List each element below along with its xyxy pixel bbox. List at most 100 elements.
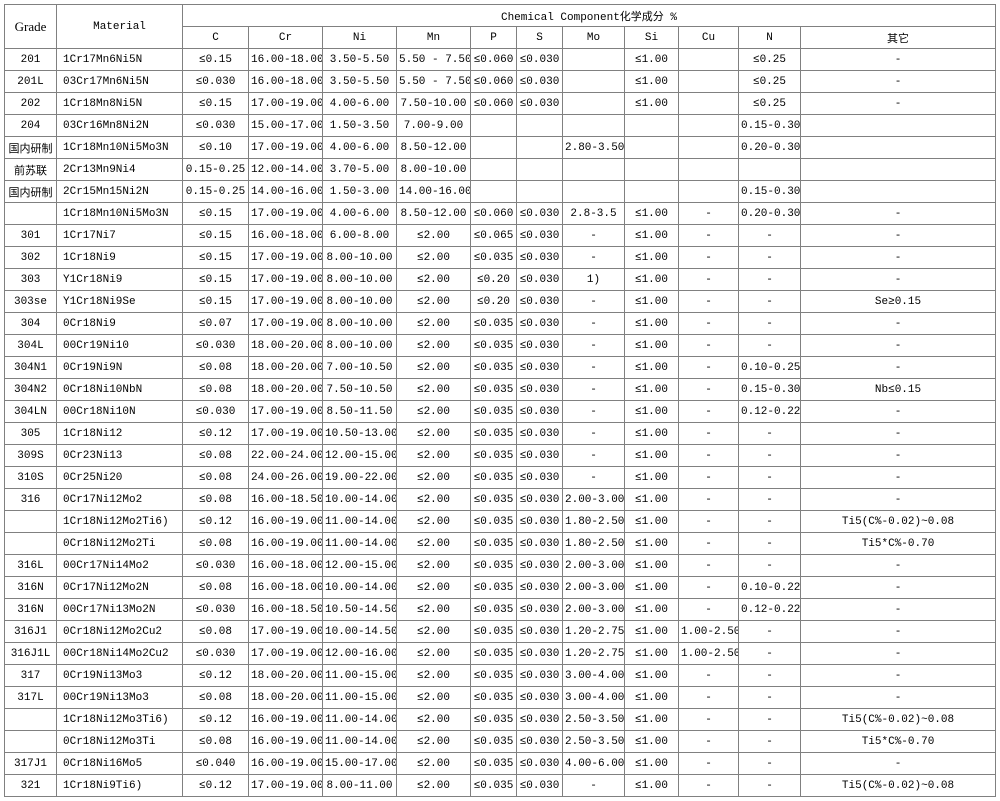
- cell-material: 0Cr18Ni16Mo5: [57, 753, 183, 775]
- cell-value: [679, 137, 739, 159]
- cell-grade: 304N2: [5, 379, 57, 401]
- cell-value: ≤2.00: [397, 731, 471, 753]
- col-c: C: [183, 27, 249, 49]
- cell-value: ≤0.030: [517, 291, 563, 313]
- cell-grade: 国内研制: [5, 181, 57, 203]
- cell-value: 3.00-4.00: [563, 687, 625, 709]
- table-row: 317J10Cr18Ni16Mo5≤0.04016.00-19.0015.00-…: [5, 753, 996, 775]
- cell-value: -: [739, 665, 801, 687]
- cell-value: ≤0.08: [183, 357, 249, 379]
- cell-value: -: [739, 335, 801, 357]
- cell-value: Ti5(C%-0.02)~0.08: [801, 709, 996, 731]
- cell-value: -: [801, 445, 996, 467]
- cell-value: ≤0.030: [517, 709, 563, 731]
- cell-value: ≤2.00: [397, 445, 471, 467]
- cell-value: ≤0.08: [183, 445, 249, 467]
- cell-value: ≤0.060: [471, 49, 517, 71]
- cell-value: ≤0.035: [471, 533, 517, 555]
- cell-value: 18.00-20.00: [249, 665, 323, 687]
- cell-value: ≤0.08: [183, 687, 249, 709]
- cell-grade: [5, 533, 57, 555]
- cell-value: ≤0.08: [183, 577, 249, 599]
- cell-value: ≤2.00: [397, 291, 471, 313]
- cell-value: -: [801, 335, 996, 357]
- cell-value: 16.00-18.00: [249, 577, 323, 599]
- cell-value: ≤1.00: [625, 313, 679, 335]
- cell-material: 1Cr17Ni7: [57, 225, 183, 247]
- cell-value: ≤1.00: [625, 379, 679, 401]
- table-row: 3021Cr18Ni9≤0.1517.00-19.008.00-10.00≤2.…: [5, 247, 996, 269]
- cell-material: 1Cr17Mn6Ni5N: [57, 49, 183, 71]
- cell-material: 0Cr19Ni13Mo3: [57, 665, 183, 687]
- table-header: Grade Material Chemical Component化学成分 % …: [5, 5, 996, 49]
- cell-value: -: [801, 93, 996, 115]
- cell-value: Ti5(C%-0.02)~0.08: [801, 775, 996, 797]
- cell-value: 0.20-0.30: [739, 203, 801, 225]
- cell-value: [563, 181, 625, 203]
- cell-value: [625, 115, 679, 137]
- cell-value: -: [563, 291, 625, 313]
- cell-material: Y1Cr18Ni9Se: [57, 291, 183, 313]
- cell-value: 10.00-14.00: [323, 577, 397, 599]
- cell-value: ≤0.030: [183, 71, 249, 93]
- cell-value: 16.00-18.50: [249, 489, 323, 511]
- table-row: 2011Cr17Mn6Ni5N≤0.1516.00-18.003.50-5.50…: [5, 49, 996, 71]
- cell-value: ≤2.00: [397, 687, 471, 709]
- cell-value: -: [563, 313, 625, 335]
- cell-value: [625, 181, 679, 203]
- cell-value: [517, 181, 563, 203]
- cell-value: 8.00-10.00: [397, 159, 471, 181]
- table-row: 3160Cr17Ni12Mo2≤0.0816.00-18.5010.00-14.…: [5, 489, 996, 511]
- table-body: 2011Cr17Mn6Ni5N≤0.1516.00-18.003.50-5.50…: [5, 49, 996, 797]
- cell-value: [563, 115, 625, 137]
- cell-value: ≤0.030: [517, 313, 563, 335]
- cell-value: -: [739, 621, 801, 643]
- col-ni: Ni: [323, 27, 397, 49]
- cell-value: 10.50-14.50: [323, 599, 397, 621]
- cell-value: 16.00-19.00: [249, 511, 323, 533]
- cell-grade: 204: [5, 115, 57, 137]
- cell-value: ≤0.030: [517, 71, 563, 93]
- cell-value: -: [679, 577, 739, 599]
- cell-value: ≤0.10: [183, 137, 249, 159]
- cell-material: 0Cr18Ni10NbN: [57, 379, 183, 401]
- table-row: 2021Cr18Mn8Ni5N≤0.1517.00-19.004.00-6.00…: [5, 93, 996, 115]
- cell-value: [679, 49, 739, 71]
- col-grade: Grade: [5, 5, 57, 49]
- cell-value: [625, 159, 679, 181]
- cell-material: 0Cr18Ni12Mo2Cu2: [57, 621, 183, 643]
- cell-value: [679, 181, 739, 203]
- cell-material: 0Cr17Ni12Mo2N: [57, 577, 183, 599]
- cell-value: 17.00-19.00: [249, 401, 323, 423]
- cell-value: 7.50-10.50: [323, 379, 397, 401]
- col-other: 其它: [801, 27, 996, 49]
- cell-value: 17.00-19.00: [249, 291, 323, 313]
- cell-value: ≤0.035: [471, 665, 517, 687]
- cell-value: -: [679, 313, 739, 335]
- cell-value: -: [739, 533, 801, 555]
- cell-value: ≤1.00: [625, 401, 679, 423]
- cell-value: ≤0.030: [517, 247, 563, 269]
- cell-value: ≤1.00: [625, 599, 679, 621]
- cell-value: -: [679, 687, 739, 709]
- cell-value: ≤0.035: [471, 357, 517, 379]
- cell-value: ≤1.00: [625, 687, 679, 709]
- cell-value: ≤0.035: [471, 313, 517, 335]
- cell-value: -: [679, 467, 739, 489]
- cell-grade: 303: [5, 269, 57, 291]
- cell-material: 00Cr17Ni14Mo2: [57, 555, 183, 577]
- cell-value: ≤0.030: [183, 115, 249, 137]
- cell-value: 10.00-14.50: [323, 621, 397, 643]
- cell-value: 17.00-19.00: [249, 775, 323, 797]
- cell-value: ≤0.030: [183, 555, 249, 577]
- cell-material: 2Cr15Mn15Ni2N: [57, 181, 183, 203]
- cell-grade: 201: [5, 49, 57, 71]
- cell-value: 3.70-5.00: [323, 159, 397, 181]
- cell-value: -: [739, 423, 801, 445]
- cell-material: 0Cr18Ni12Mo2Ti: [57, 533, 183, 555]
- cell-value: 16.00-19.00: [249, 731, 323, 753]
- cell-value: ≤1.00: [625, 357, 679, 379]
- cell-value: 3.50-5.50: [323, 49, 397, 71]
- cell-value: 17.00-19.00: [249, 247, 323, 269]
- cell-value: 1.50-3.00: [323, 181, 397, 203]
